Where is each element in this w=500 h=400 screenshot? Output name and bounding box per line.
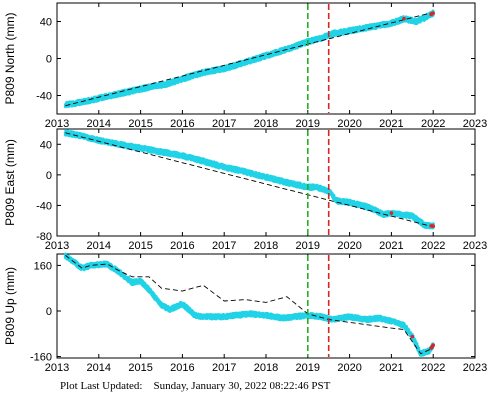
x-tick-label: 2021 xyxy=(379,240,403,252)
x-tick-label: 2022 xyxy=(421,118,445,130)
y-tick-label: 40 xyxy=(40,139,52,151)
x-tick-label: 2022 xyxy=(421,240,445,252)
data-point xyxy=(332,194,336,198)
x-tick-label: 2023 xyxy=(463,118,487,130)
x-tick-label: 2014 xyxy=(87,118,111,130)
x-tick-label: 2017 xyxy=(212,118,236,130)
x-tick-label: 2019 xyxy=(296,240,320,252)
y-tick-label: 40 xyxy=(40,17,52,29)
recent-point xyxy=(431,11,436,15)
x-tick-label: 2014 xyxy=(87,240,111,252)
y-tick-label: -80 xyxy=(36,231,52,243)
x-tick-label: 2016 xyxy=(170,240,194,252)
x-tick-label: 2017 xyxy=(212,240,236,252)
x-tick-label: 2020 xyxy=(337,118,361,130)
x-tick-label: 2020 xyxy=(337,240,361,252)
x-tick-label: 2013 xyxy=(45,118,69,130)
data-points xyxy=(63,9,435,109)
y-tick-label: 0 xyxy=(46,54,52,66)
y-axis-label: P809 North (mm) xyxy=(3,12,17,104)
panel-2: 2013 2014 2015 2016 2017 2018 2019 2020 2021 2022… xyxy=(3,128,487,252)
x-tick-label: 2018 xyxy=(254,240,278,252)
x-tick-label: 2015 xyxy=(128,240,152,252)
y-tick-label: -40 xyxy=(36,91,52,103)
x-tick-label: 2015 xyxy=(128,118,152,130)
y-tick-label: 0 xyxy=(46,170,52,182)
data-points xyxy=(63,129,435,230)
x-tick-label: 2023 xyxy=(463,240,487,252)
x-tick-label: 2021 xyxy=(379,118,403,130)
recent-point xyxy=(402,16,406,21)
x-tick-label: 2019 xyxy=(296,118,320,130)
y-tick-label: -40 xyxy=(36,200,52,212)
x-tick-label: 2018 xyxy=(254,118,278,130)
y-axis-label: P809 East (mm) xyxy=(3,139,17,226)
x-tick-label: 2016 xyxy=(170,118,194,130)
panel-1: 2013 2014 2015 2016 2017 2018 2019 2020 2021 2022… xyxy=(3,2,487,130)
